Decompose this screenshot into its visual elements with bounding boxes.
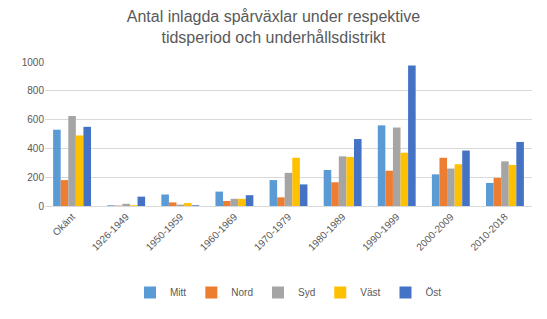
svg-text:1980-1989: 1980-1989	[306, 211, 348, 253]
svg-text:1970-1979: 1970-1979	[252, 211, 294, 253]
svg-text:Mitt: Mitt	[170, 287, 186, 298]
svg-text:0: 0	[38, 201, 44, 212]
svg-text:2010-2018: 2010-2018	[468, 211, 510, 253]
svg-text:Syd: Syd	[298, 287, 315, 298]
svg-text:Öst: Öst	[425, 287, 441, 298]
svg-text:1950-1959: 1950-1959	[144, 211, 186, 253]
svg-text:Antal inlagda spårväxlar under: Antal inlagda spårväxlar under respektiv…	[127, 8, 421, 46]
svg-text:Nord: Nord	[231, 287, 253, 298]
svg-text:1926-1949: 1926-1949	[90, 211, 132, 253]
svg-text:1000: 1000	[22, 57, 45, 68]
svg-text:400: 400	[27, 143, 44, 154]
svg-text:200: 200	[27, 172, 44, 183]
svg-text:600: 600	[27, 114, 44, 125]
svg-text:800: 800	[27, 85, 44, 96]
svg-text:Väst: Väst	[360, 287, 380, 298]
svg-text:1990-1999: 1990-1999	[360, 211, 402, 253]
svg-text:Okänt: Okänt	[50, 211, 77, 238]
svg-text:1960-1969: 1960-1969	[198, 211, 240, 253]
svg-text:2000-2009: 2000-2009	[414, 211, 456, 253]
